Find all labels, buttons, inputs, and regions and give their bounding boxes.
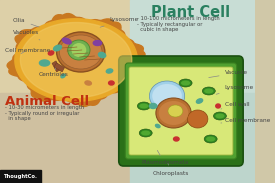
Ellipse shape: [232, 108, 237, 114]
Ellipse shape: [159, 101, 188, 125]
Ellipse shape: [137, 102, 150, 110]
Text: cubic in shape: cubic in shape: [137, 27, 179, 32]
Ellipse shape: [168, 105, 183, 117]
Ellipse shape: [200, 143, 206, 150]
Text: - Typically round or irregular: - Typically round or irregular: [5, 111, 79, 116]
Ellipse shape: [196, 99, 203, 103]
Text: Vacuole: Vacuole: [209, 70, 248, 78]
Text: Vacuoles: Vacuoles: [13, 31, 40, 40]
Text: ThoughtCo.: ThoughtCo.: [3, 174, 37, 179]
Text: Lysosome: Lysosome: [216, 85, 254, 94]
Ellipse shape: [156, 98, 191, 128]
Ellipse shape: [139, 104, 148, 109]
Ellipse shape: [39, 60, 50, 66]
Text: Centrioles: Centrioles: [39, 68, 69, 77]
Ellipse shape: [156, 124, 160, 128]
Text: Plant Cell: Plant Cell: [151, 5, 230, 20]
Text: Cell membrane: Cell membrane: [221, 119, 270, 124]
Ellipse shape: [93, 40, 102, 46]
Ellipse shape: [152, 84, 182, 108]
Bar: [130, 93, 255, 183]
Bar: [54, 63, 65, 72]
FancyBboxPatch shape: [119, 56, 243, 166]
Ellipse shape: [85, 81, 91, 85]
Ellipse shape: [215, 113, 225, 119]
Ellipse shape: [204, 135, 217, 143]
Text: Animal Cell: Animal Cell: [5, 95, 89, 108]
Ellipse shape: [149, 104, 157, 109]
Bar: [52, 61, 60, 72]
Ellipse shape: [204, 89, 213, 94]
FancyBboxPatch shape: [125, 63, 237, 159]
Ellipse shape: [223, 87, 229, 93]
Text: - 10-100 micrometers in length: - 10-100 micrometers in length: [137, 16, 220, 21]
Ellipse shape: [202, 87, 215, 95]
Ellipse shape: [127, 119, 133, 125]
Text: Chloroplasts: Chloroplasts: [153, 164, 189, 175]
Ellipse shape: [68, 40, 90, 60]
Ellipse shape: [61, 74, 65, 78]
Text: Lysosome: Lysosome: [100, 18, 139, 27]
Bar: [0, 93, 130, 183]
Ellipse shape: [170, 69, 176, 75]
Ellipse shape: [223, 129, 229, 135]
Text: in shape: in shape: [5, 116, 31, 121]
Ellipse shape: [213, 112, 226, 120]
Text: Cilia: Cilia: [13, 18, 39, 27]
Ellipse shape: [170, 147, 176, 153]
Ellipse shape: [188, 110, 208, 128]
Text: Plasmodesmata: Plasmodesmata: [141, 150, 188, 165]
Ellipse shape: [141, 130, 150, 135]
Bar: [0, 0, 130, 93]
Text: - 10-30 micrometers in length: - 10-30 micrometers in length: [5, 105, 84, 110]
Ellipse shape: [174, 137, 179, 141]
Ellipse shape: [143, 137, 149, 143]
Bar: [0, 170, 41, 183]
Ellipse shape: [98, 52, 106, 58]
Ellipse shape: [127, 97, 133, 103]
Ellipse shape: [143, 79, 149, 85]
Ellipse shape: [206, 137, 215, 141]
Ellipse shape: [48, 51, 54, 55]
FancyBboxPatch shape: [129, 67, 233, 155]
Ellipse shape: [139, 129, 152, 137]
Ellipse shape: [149, 81, 185, 111]
Ellipse shape: [109, 81, 114, 85]
Ellipse shape: [106, 69, 113, 73]
Ellipse shape: [54, 45, 62, 51]
Polygon shape: [7, 14, 145, 107]
Text: Cell wall: Cell wall: [221, 102, 249, 109]
Ellipse shape: [59, 35, 102, 69]
Ellipse shape: [200, 72, 206, 79]
Ellipse shape: [62, 38, 71, 44]
Text: - Typically rectangular or: - Typically rectangular or: [137, 22, 203, 27]
Ellipse shape: [181, 81, 190, 85]
Polygon shape: [15, 19, 137, 101]
Ellipse shape: [57, 32, 105, 72]
Polygon shape: [20, 23, 132, 98]
Bar: [130, 0, 255, 93]
Ellipse shape: [179, 79, 192, 87]
Text: Cell membrane: Cell membrane: [5, 48, 50, 54]
Ellipse shape: [216, 104, 220, 108]
Ellipse shape: [232, 108, 237, 114]
Ellipse shape: [72, 43, 86, 57]
